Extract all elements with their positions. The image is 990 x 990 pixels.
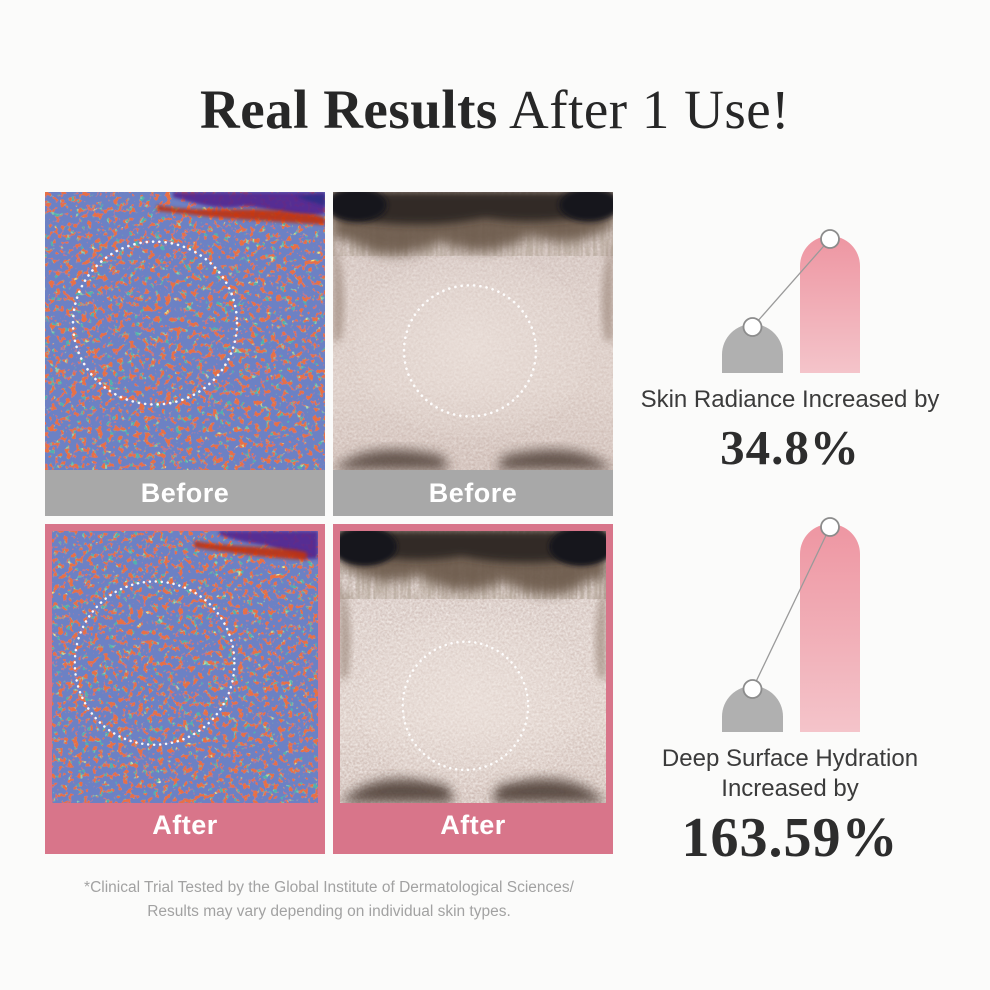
hair-clip-right	[559, 192, 613, 222]
hair-clip-left	[333, 192, 387, 222]
forehead-before-image	[333, 192, 613, 470]
after-label: After	[52, 803, 318, 847]
bar-top-marker	[742, 317, 763, 337]
eyebrow-right	[492, 778, 606, 803]
before-label: Before	[45, 470, 325, 516]
page-title: Real Results After 1 Use!	[0, 79, 990, 141]
panel-forehead-before: Before	[333, 192, 613, 516]
eyebrow-left	[340, 778, 454, 803]
stat-value: 163.59%	[681, 807, 899, 869]
eyebrow-left	[333, 449, 449, 470]
stat-label: Skin Radiance Increased by	[640, 386, 940, 413]
eyebrow-right	[497, 449, 613, 470]
focus-area-circle	[402, 284, 538, 418]
before-label: Before	[333, 470, 613, 516]
before-after-grid: Before	[45, 192, 613, 854]
stat-deep-surface-hydration: Deep Surface Hydration Increased by 163.…	[628, 515, 952, 870]
forehead-after-image	[340, 531, 606, 803]
panel-skin-analysis-before: Before	[45, 192, 325, 516]
hair-clip-right	[549, 531, 606, 566]
focus-area-circle	[401, 640, 530, 772]
page-title-bold: Real Results	[200, 79, 498, 140]
bar-top-marker	[742, 679, 763, 699]
radiance-bar-chart	[722, 229, 860, 373]
focus-area-circle	[73, 580, 236, 746]
panel-forehead-after: After	[333, 524, 613, 854]
stat-label: Deep Surface Hydration Increased by	[661, 745, 919, 802]
after-label: After	[340, 803, 606, 847]
stat-skin-radiance: Skin Radiance Increased by 34.8%	[628, 227, 952, 476]
hydration-bar-chart	[722, 517, 860, 732]
skin-analysis-before-image	[45, 192, 325, 470]
bar-top-marker	[820, 229, 840, 249]
hair-clip-left	[340, 531, 397, 566]
focus-area-circle	[71, 240, 239, 406]
stat-value: 34.8%	[720, 420, 860, 475]
panel-skin-analysis-after: After	[45, 524, 325, 854]
skin-analysis-after-image	[52, 531, 318, 803]
bar-top-marker	[820, 517, 840, 537]
disclaimer: *Clinical Trial Tested by the Global Ins…	[84, 879, 574, 920]
page-title-regular: After 1 Use!	[497, 79, 790, 140]
